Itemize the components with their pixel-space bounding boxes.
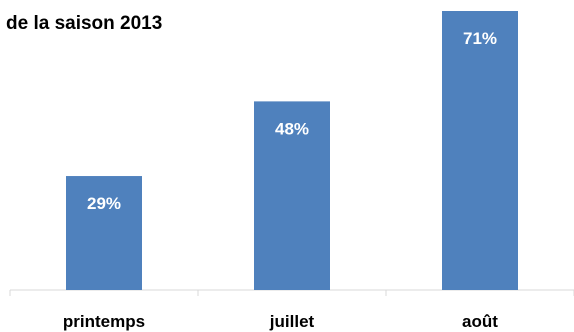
- data-labels: 29% 48% 71%: [87, 29, 497, 213]
- data-label-2: 71%: [463, 29, 497, 48]
- bar-2: [442, 11, 518, 290]
- data-label-0: 29%: [87, 194, 121, 213]
- chart-title: de la saison 2013: [6, 13, 162, 34]
- bar-0: [66, 176, 142, 290]
- bar-1: [254, 101, 330, 290]
- category-labels: printemps juillet août: [63, 312, 498, 331]
- data-label-1: 48%: [275, 119, 309, 138]
- bars: [66, 11, 518, 290]
- category-label-0: printemps: [63, 312, 145, 331]
- x-axis-ticks: [9, 290, 574, 296]
- category-label-1: juillet: [269, 312, 315, 331]
- category-label-2: août: [462, 312, 498, 331]
